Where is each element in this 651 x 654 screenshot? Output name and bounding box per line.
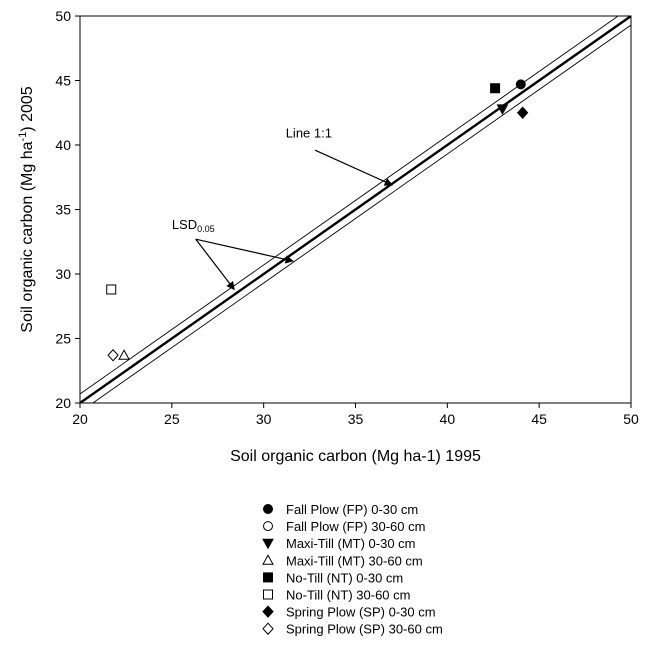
lsd-label: LSD0.05 [172, 217, 215, 234]
lsd-upper-line [80, 16, 619, 395]
y-tick-label: 40 [55, 137, 71, 153]
x-tick-label: 45 [531, 411, 547, 427]
y-tick-label: 25 [55, 331, 71, 347]
line-1-1-label: Line 1:1 [286, 125, 332, 140]
data-point [107, 349, 119, 362]
legend-label: Spring Plow (SP) 0-30 cm [286, 605, 436, 620]
y-tick-label: 20 [55, 395, 71, 411]
data-point [515, 79, 526, 90]
lsd-arrow [195, 238, 235, 291]
legend-marker [263, 589, 273, 600]
legend-marker [262, 538, 274, 550]
x-tick-label: 40 [440, 411, 456, 427]
legend-label: No-Till (NT) 30-60 cm [286, 588, 410, 603]
y-tick-label: 35 [55, 202, 71, 218]
legend-marker [263, 521, 273, 532]
legend-marker [262, 554, 274, 565]
data-point [490, 83, 501, 94]
x-tick-label: 25 [164, 411, 180, 427]
legend-label: Fall Plow (FP) 0-30 cm [286, 502, 418, 517]
legend-marker [263, 504, 273, 514]
y-tick-label: 50 [55, 8, 71, 24]
line-1-1-arrow [314, 149, 393, 186]
data-point [496, 104, 509, 115]
data-point [106, 284, 117, 295]
legend-label: Fall Plow (FP) 30-60 cm [286, 519, 425, 534]
line-1-1 [80, 16, 631, 403]
x-tick-label: 30 [256, 411, 272, 427]
y-tick-label: 45 [55, 73, 71, 89]
y-tick-label: 30 [55, 266, 71, 282]
legend-label: Maxi-Till (MT) 30-60 cm [286, 553, 423, 568]
x-axis-title: Soil organic carbon (Mg ha-1) 1995 [230, 448, 481, 465]
legend: Fall Plow (FP) 0-30 cm Fall Plow (FP) 30-… [262, 502, 443, 637]
legend-marker [262, 605, 274, 618]
x-tick-label: 50 [623, 411, 639, 427]
legend-label: Spring Plow (SP) 30-60 cm [286, 622, 443, 637]
x-tick-label: 35 [348, 411, 364, 427]
x-tick-label: 20 [72, 411, 88, 427]
legend-marker [262, 622, 274, 635]
data-point [118, 349, 130, 360]
y-axis-title: Soil organic carbon (Mg ha-1) 2005 [17, 86, 36, 332]
lsd-lower-line [92, 24, 631, 403]
data-point [516, 106, 529, 119]
legend-marker [263, 572, 273, 583]
lsd-arrow [195, 238, 294, 264]
legend-label: Maxi-Till (MT) 0-30 cm [286, 536, 416, 551]
legend-label: No-Till (NT) 0-30 cm [286, 570, 403, 585]
